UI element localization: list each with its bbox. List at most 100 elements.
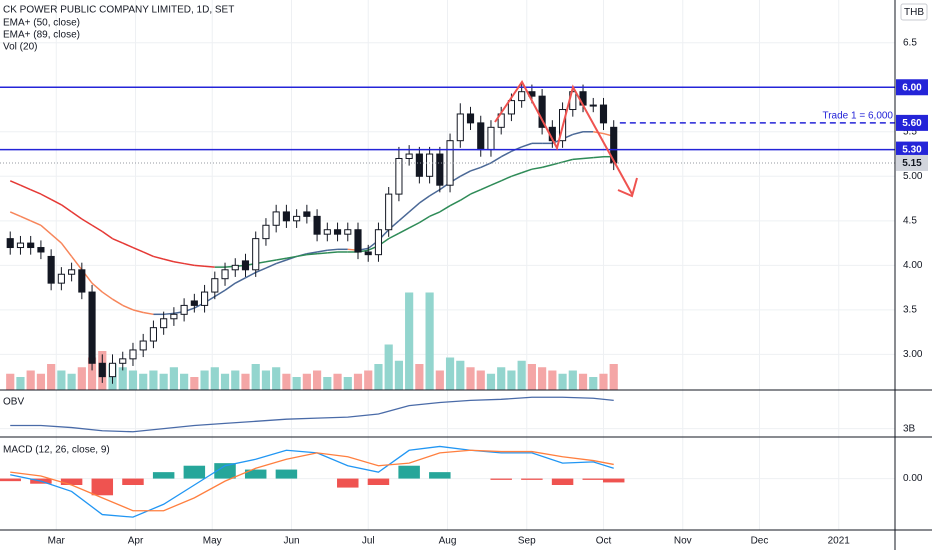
x-tick-label: May xyxy=(203,536,222,547)
ema-segment xyxy=(142,251,154,258)
candle-body xyxy=(466,113,475,124)
ema-segment xyxy=(9,211,21,218)
volume-bar xyxy=(180,373,189,390)
volume-bar xyxy=(343,377,352,390)
candle-body xyxy=(231,264,239,271)
legend-entry: EMA+ (50, close) xyxy=(3,18,80,29)
level-label: 5.30 xyxy=(902,145,922,156)
ema-segment xyxy=(418,195,431,204)
candle-body xyxy=(272,211,280,226)
arrow-head xyxy=(617,177,638,198)
ema-segment xyxy=(40,224,52,235)
legend-entry: Vol (20) xyxy=(3,42,37,53)
volume-bar xyxy=(507,370,516,390)
level-note: Trade 1 = 6,000 xyxy=(822,111,893,122)
histogram-bar xyxy=(582,478,604,480)
volume-bar xyxy=(333,373,342,390)
candle-body xyxy=(180,304,188,315)
currency: THB xyxy=(904,7,924,18)
volume-bar xyxy=(435,370,444,390)
volume-bar xyxy=(282,373,291,390)
volume-bar xyxy=(302,373,311,390)
volume-bar xyxy=(394,360,404,390)
candle-body xyxy=(149,327,157,342)
candle-body xyxy=(333,229,342,235)
candle-body xyxy=(47,255,55,284)
ema-segment xyxy=(408,221,420,229)
volume-bar xyxy=(353,373,363,390)
ema-segment xyxy=(20,184,31,191)
volume-bar xyxy=(476,370,485,390)
ema-segment xyxy=(286,255,297,259)
y-tick-label: 3.00 xyxy=(903,349,923,360)
ema-segment xyxy=(71,255,83,271)
candle-body xyxy=(426,153,434,177)
volume-bar xyxy=(190,377,199,390)
candle-body xyxy=(385,193,393,231)
volume-bar xyxy=(558,373,567,390)
ema-segment xyxy=(500,175,512,182)
volume-bar xyxy=(231,370,240,390)
ema-segment xyxy=(500,150,512,158)
y-tick-label: 5.5 xyxy=(903,126,917,137)
x-tick-label: Jul xyxy=(362,536,375,547)
histogram-bar xyxy=(152,472,175,479)
ema-segment xyxy=(531,166,543,170)
candle-body xyxy=(313,215,321,235)
candle-body xyxy=(170,313,178,320)
ema-segment xyxy=(112,237,124,244)
currency-box xyxy=(900,3,928,21)
plot xyxy=(0,82,895,518)
ema-segment xyxy=(60,242,73,257)
volume-bar xyxy=(57,370,66,390)
x-tick-label: Dec xyxy=(751,536,769,547)
candle-body xyxy=(98,362,106,378)
volume-bar xyxy=(609,364,618,390)
candle-body xyxy=(282,211,290,222)
ema-segment xyxy=(398,211,410,222)
candle-body xyxy=(405,153,413,159)
histogram-bar xyxy=(214,463,236,479)
ema-segment xyxy=(71,211,83,220)
x-tick-label: Aug xyxy=(439,536,457,547)
candle-body xyxy=(456,113,464,142)
volume-bar xyxy=(6,373,15,390)
candle-body xyxy=(6,238,14,249)
ema-segment xyxy=(122,304,134,311)
ema-segment xyxy=(449,199,461,207)
candle-body xyxy=(610,126,618,164)
ema-segment xyxy=(490,156,502,164)
histogram-bar xyxy=(521,478,543,480)
pattern-arrow xyxy=(494,80,633,195)
level-label-box xyxy=(896,79,928,96)
ema-segment xyxy=(296,253,307,258)
ema-segment xyxy=(562,158,573,163)
volume-bar xyxy=(405,292,414,390)
x-tick-label: Sep xyxy=(518,536,536,547)
ema-segment xyxy=(214,289,226,298)
volume-bar xyxy=(118,367,127,390)
volume-bar xyxy=(517,360,526,390)
x-tick-label: Oct xyxy=(596,536,612,547)
ema-segment xyxy=(60,204,73,213)
histogram-bar xyxy=(398,465,420,479)
candle-body xyxy=(589,104,597,107)
ema-segment xyxy=(317,252,328,255)
legend-entry: EMA+ (89, close) xyxy=(3,30,80,41)
ema-segment xyxy=(552,161,563,166)
candle-body xyxy=(518,91,526,102)
ema-segment xyxy=(91,282,103,293)
ema-segment xyxy=(101,291,113,300)
level-label: 6.00 xyxy=(902,82,922,93)
x-tick-label: Apr xyxy=(128,536,144,547)
ema-segment xyxy=(276,257,287,261)
level-label: 5.60 xyxy=(902,118,922,129)
ema-segment xyxy=(265,259,277,263)
volume-bar xyxy=(568,370,577,390)
ema-segment xyxy=(234,277,246,284)
ema-segment xyxy=(40,193,52,201)
histogram-bar xyxy=(183,465,206,479)
volume-bar xyxy=(251,364,260,390)
volume-bar xyxy=(445,357,455,390)
